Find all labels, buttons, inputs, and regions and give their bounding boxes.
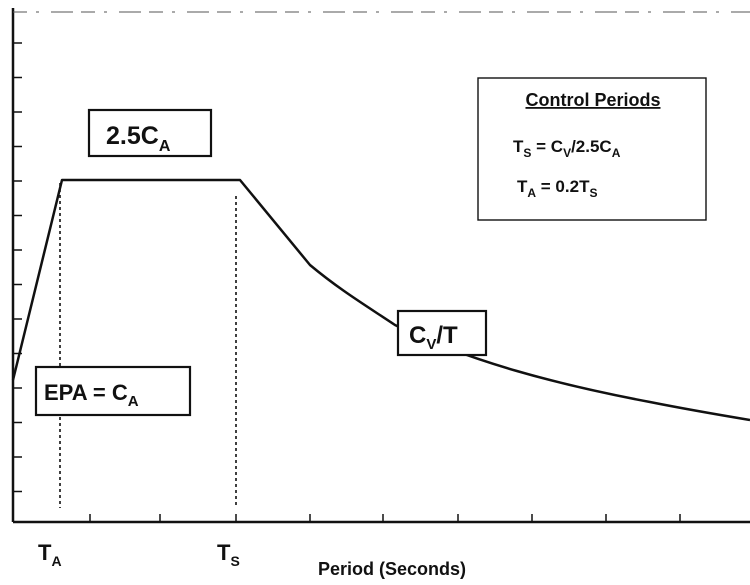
epa-label: EPA = CA — [34, 365, 192, 417]
control-periods-title: Control Periods — [525, 90, 660, 110]
ta-sub: A — [51, 553, 61, 569]
control-periods-box: Control Periods TS = CV/2.5CA TA = 0.2TS — [477, 77, 707, 221]
ta-main: T — [38, 540, 52, 565]
eq1-a-sub: S — [523, 146, 531, 160]
plateau-main: 2.5C — [106, 122, 159, 150]
eq1-b: = C — [531, 137, 563, 156]
eq2-a: T — [517, 177, 528, 196]
x-axis-label: Period (Seconds) — [318, 559, 466, 579]
svg-text:EPA = CA: EPA = CA — [44, 380, 139, 410]
svg-text:CV/T: CV/T — [409, 322, 458, 353]
eq2-b-sub: S — [589, 186, 597, 200]
epa-sub: A — [128, 393, 139, 410]
plateau-sub: A — [159, 138, 171, 155]
eq1-c: /2.5C — [571, 137, 612, 156]
svg-text:TS = CV/2.5CA: TS = CV/2.5CA — [513, 137, 621, 160]
eq1-c-sub: A — [612, 146, 621, 160]
x-ticks — [89, 514, 681, 522]
svg-text:2.5CA: 2.5CA — [106, 122, 171, 155]
eq1-b-sub: V — [563, 146, 571, 160]
svg-text:TA = 0.2TS: TA = 0.2TS — [517, 177, 597, 200]
descending-main: C — [409, 322, 426, 349]
descending-sub: V — [426, 336, 436, 353]
ts-main: T — [217, 540, 231, 565]
eq2-b: = 0.2T — [536, 177, 590, 196]
y-ticks — [13, 42, 22, 493]
ta-marker-label: TA — [38, 540, 62, 569]
ts-sub: S — [230, 553, 239, 569]
ts-marker-label: TS — [217, 540, 240, 569]
descending-label: CV/T — [396, 309, 488, 357]
eq2-a-sub: A — [527, 186, 536, 200]
descending-tail: /T — [436, 322, 458, 349]
epa-main: EPA = C — [44, 380, 128, 405]
eq1-a: T — [513, 137, 524, 156]
spectrum-curve — [11, 178, 750, 422]
plateau-label: 2.5CA — [87, 108, 213, 158]
